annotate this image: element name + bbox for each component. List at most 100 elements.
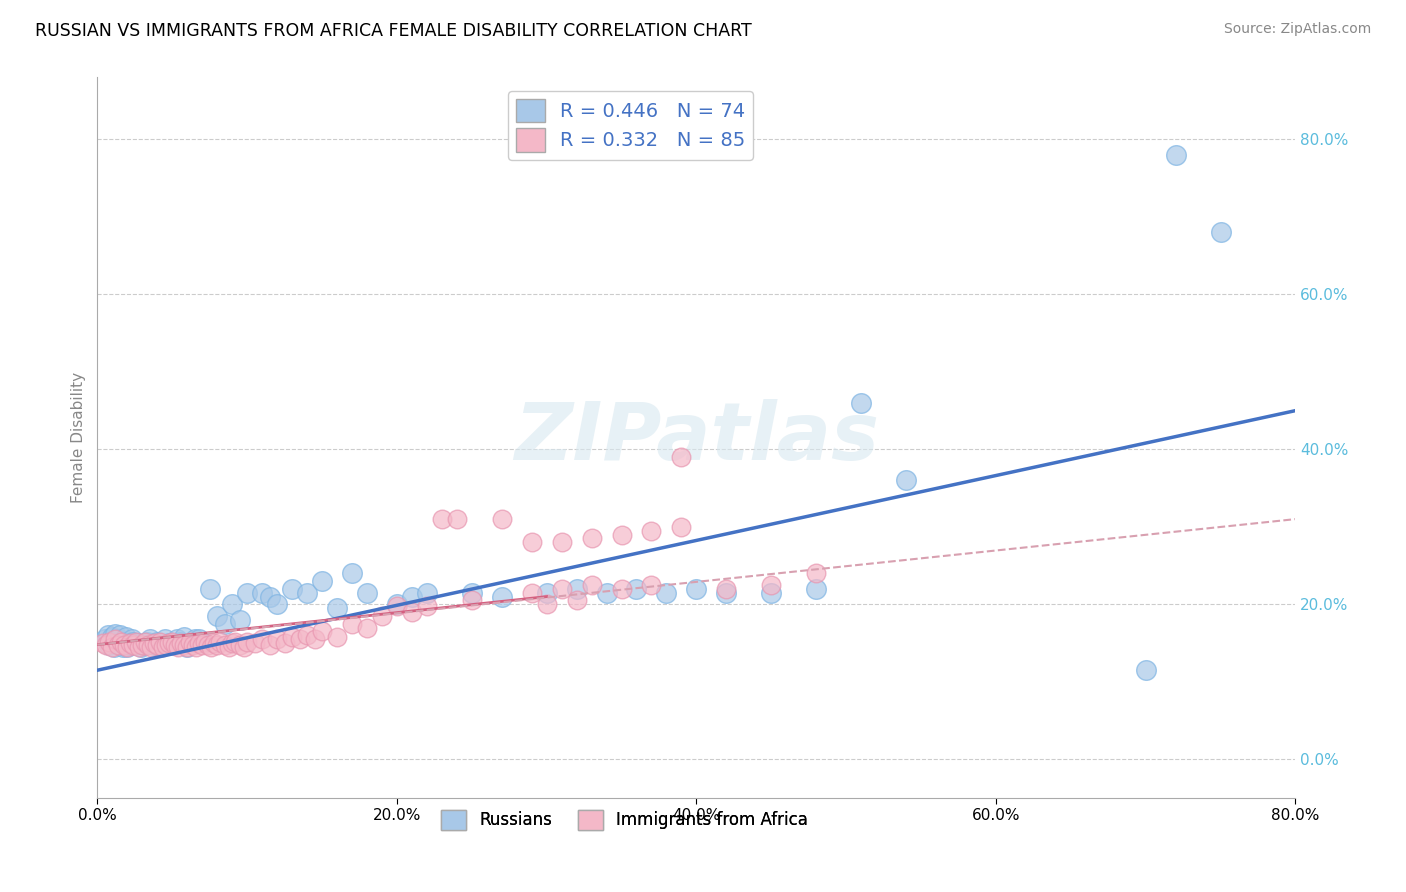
Point <box>205 638 228 652</box>
Point <box>259 590 281 604</box>
Point <box>311 624 333 639</box>
Point <box>340 566 363 581</box>
Point <box>180 636 202 650</box>
Point <box>110 634 132 648</box>
Point <box>176 640 198 654</box>
Point <box>176 640 198 654</box>
Point <box>100 634 122 648</box>
Point <box>273 636 295 650</box>
Point <box>117 640 139 654</box>
Point <box>236 585 259 599</box>
Point <box>104 632 127 647</box>
Point <box>160 638 183 652</box>
Point <box>173 630 195 644</box>
Point <box>214 638 236 652</box>
Point <box>157 636 180 650</box>
Point <box>194 634 217 648</box>
Point <box>295 628 318 642</box>
Point <box>356 585 378 599</box>
Point <box>520 535 543 549</box>
Point <box>139 632 162 647</box>
Point <box>202 636 225 650</box>
Point <box>266 632 288 647</box>
Point <box>491 590 513 604</box>
Point <box>806 566 828 581</box>
Point <box>716 585 738 599</box>
Point <box>112 638 135 652</box>
Point <box>173 638 195 652</box>
Point <box>110 638 132 652</box>
Point <box>671 520 693 534</box>
Point <box>416 599 439 613</box>
Point <box>107 632 129 647</box>
Point <box>152 640 174 654</box>
Point <box>124 638 146 652</box>
Point <box>108 628 131 642</box>
Point <box>214 616 236 631</box>
Point <box>221 636 243 650</box>
Point <box>581 532 603 546</box>
Point <box>97 628 120 642</box>
Point <box>581 578 603 592</box>
Point <box>179 634 201 648</box>
Point <box>165 638 187 652</box>
Point <box>117 640 139 654</box>
Point <box>141 640 163 654</box>
Point <box>401 590 423 604</box>
Point <box>281 630 304 644</box>
Point <box>461 585 484 599</box>
Point <box>250 585 273 599</box>
Text: RUSSIAN VS IMMIGRANTS FROM AFRICA FEMALE DISABILITY CORRELATION CHART: RUSSIAN VS IMMIGRANTS FROM AFRICA FEMALE… <box>35 22 752 40</box>
Point <box>326 630 349 644</box>
Point <box>169 634 191 648</box>
Point <box>259 638 281 652</box>
Point <box>131 638 153 652</box>
Point <box>806 582 828 596</box>
Point <box>118 636 141 650</box>
Point <box>1135 663 1157 677</box>
Point <box>183 632 205 647</box>
Point <box>626 582 648 596</box>
Point <box>197 638 219 652</box>
Point <box>181 638 204 652</box>
Point <box>96 638 118 652</box>
Point <box>536 598 558 612</box>
Point <box>166 632 188 647</box>
Point <box>107 638 129 652</box>
Point <box>371 609 394 624</box>
Point <box>101 630 124 644</box>
Point <box>125 634 148 648</box>
Point <box>111 640 134 654</box>
Point <box>135 634 157 648</box>
Point <box>356 621 378 635</box>
Point <box>120 636 142 650</box>
Point <box>536 585 558 599</box>
Point <box>112 634 135 648</box>
Point <box>188 632 211 647</box>
Point <box>128 640 150 654</box>
Point <box>565 593 588 607</box>
Point <box>266 598 288 612</box>
Y-axis label: Female Disability: Female Disability <box>72 372 86 503</box>
Text: ZIPatlas: ZIPatlas <box>515 399 879 476</box>
Point <box>243 636 266 650</box>
Point <box>191 638 214 652</box>
Point <box>401 605 423 619</box>
Text: Source: ZipAtlas.com: Source: ZipAtlas.com <box>1223 22 1371 37</box>
Point <box>155 638 177 652</box>
Point <box>430 512 453 526</box>
Point <box>120 638 142 652</box>
Point <box>134 634 156 648</box>
Legend: Russians, Immigrants from Africa: Russians, Immigrants from Africa <box>434 803 814 837</box>
Point <box>311 574 333 588</box>
Point <box>685 582 707 596</box>
Point <box>200 640 222 654</box>
Point <box>385 598 408 612</box>
Point <box>304 632 326 647</box>
Point <box>610 527 633 541</box>
Point <box>114 630 136 644</box>
Point <box>188 636 211 650</box>
Point <box>228 638 250 652</box>
Point <box>98 634 121 648</box>
Point <box>157 636 180 650</box>
